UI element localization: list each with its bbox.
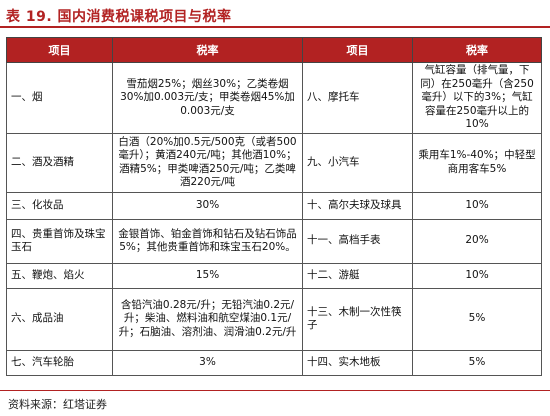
item-cell: 八、摩托车 [302, 62, 413, 134]
source-note: 资料来源：红塔证券 [8, 398, 107, 411]
table-row: 三、化妆品 30% 十、高尔夫球及球具 10% [6, 191, 542, 220]
item-cell: 四、贵重首饰及珠宝玉石 [6, 218, 113, 264]
rate-cell: 5% [412, 349, 542, 376]
header-rate-2: 税率 [412, 37, 542, 63]
rate-cell: 金银首饰、铂金首饰和钻石及钻石饰品5%；其他贵重首饰和珠宝玉石20%。 [112, 218, 303, 264]
header-item: 项目 [6, 37, 113, 63]
tax-table: 项目 税率 项目 税率 一、烟 雪茄烟25%；烟丝30%；乙类卷烟30%加0.0… [6, 37, 542, 376]
table-row: 一、烟 雪茄烟25%；烟丝30%；乙类卷烟30%加0.003元/支；甲类卷烟45… [6, 62, 542, 134]
rate-cell: 3% [112, 349, 303, 376]
table-row: 七、汽车轮胎 3% 十四、实木地板 5% [6, 349, 542, 376]
item-cell: 十三、木制一次性筷子 [302, 287, 413, 351]
item-cell: 七、汽车轮胎 [6, 349, 113, 376]
item-cell: 五、鞭炮、焰火 [6, 262, 113, 289]
item-cell: 六、成品油 [6, 287, 113, 351]
rate-cell: 气缸容量（排气量，下同）在250毫升（含250毫升）以下的3%；气缸容量在250… [412, 62, 542, 134]
item-cell: 十二、游艇 [302, 262, 413, 289]
item-cell: 十四、实木地板 [302, 349, 413, 376]
rate-cell: 乘用车1%-40%；中轻型商用客车5% [412, 132, 542, 193]
footer-divider [0, 390, 550, 391]
item-cell: 三、化妆品 [6, 191, 113, 220]
rate-cell: 含铅汽油0.28元/升；无铅汽油0.2元/升；柴油、燃料油和航空煤油0.1元/升… [112, 287, 303, 351]
item-cell: 九、小汽车 [302, 132, 413, 193]
table-header-row: 项目 税率 项目 税率 [6, 37, 542, 63]
table-row: 五、鞭炮、焰火 15% 十二、游艇 10% [6, 262, 542, 289]
header-item-2: 项目 [302, 37, 413, 63]
item-cell: 十一、高档手表 [302, 218, 413, 264]
item-cell: 十、高尔夫球及球具 [302, 191, 413, 220]
header-rate: 税率 [112, 37, 303, 63]
rate-cell: 15% [112, 262, 303, 289]
table-row: 二、酒及酒精 白酒（20%加0.5元/500克（或者500毫升）；黄酒240元/… [6, 132, 542, 193]
table-row: 六、成品油 含铅汽油0.28元/升；无铅汽油0.2元/升；柴油、燃料油和航空煤油… [6, 287, 542, 351]
rate-cell: 10% [412, 262, 542, 289]
rate-cell: 30% [112, 191, 303, 220]
table-row: 四、贵重首饰及珠宝玉石 金银首饰、铂金首饰和钻石及钻石饰品5%；其他贵重首饰和珠… [6, 218, 542, 264]
rate-cell: 白酒（20%加0.5元/500克（或者500毫升）；黄酒240元/吨；其他酒10… [112, 132, 303, 193]
rate-cell: 20% [412, 218, 542, 264]
table-title: 表 19. 国内消费税课税项目与税率 [6, 9, 232, 25]
rate-cell: 5% [412, 287, 542, 351]
rate-cell: 雪茄烟25%；烟丝30%；乙类卷烟30%加0.003元/支；甲类卷烟45%加0.… [112, 62, 303, 134]
item-cell: 二、酒及酒精 [6, 132, 113, 193]
rate-cell: 10% [412, 191, 542, 220]
item-cell: 一、烟 [6, 62, 113, 134]
title-divider [0, 26, 550, 28]
